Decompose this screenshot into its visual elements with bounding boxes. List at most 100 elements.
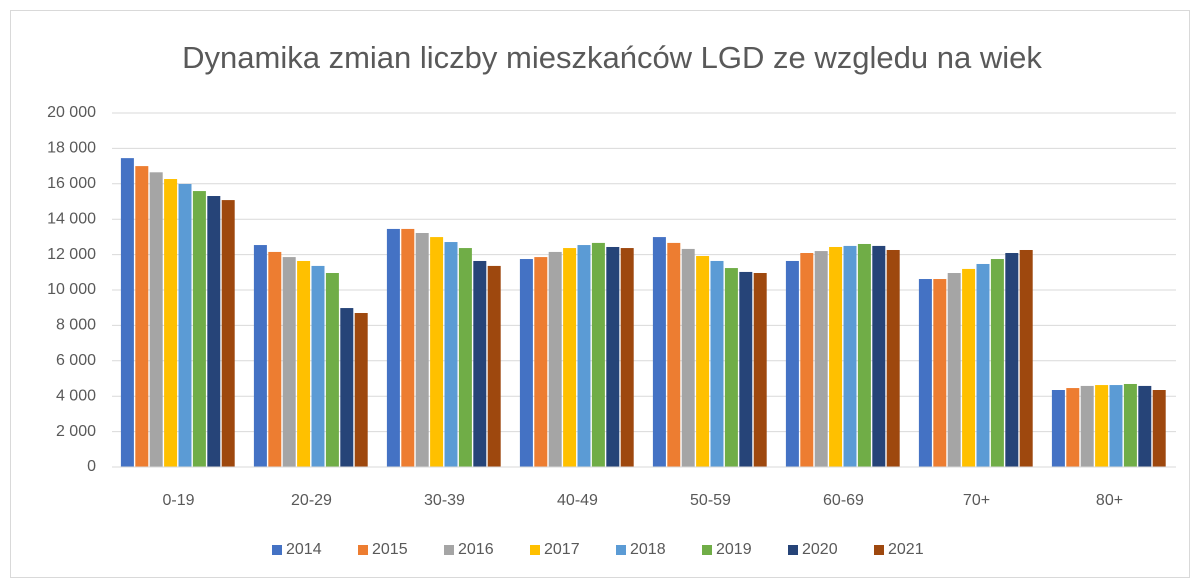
legend-swatch [272, 545, 282, 555]
bar [785, 260, 799, 467]
legend-swatch [530, 545, 540, 555]
bar [135, 166, 149, 467]
bar [814, 251, 828, 467]
bar [800, 253, 814, 467]
bar [120, 158, 134, 467]
legend-label: 2021 [888, 541, 924, 558]
bar [354, 313, 368, 467]
bar [311, 265, 325, 467]
y-tick-label: 2 000 [56, 423, 96, 440]
bar [753, 273, 767, 467]
bar [297, 260, 311, 467]
bar [253, 245, 267, 467]
bar [534, 257, 548, 467]
bar [1095, 385, 1109, 467]
bar [519, 259, 533, 467]
legend-swatch [874, 545, 884, 555]
x-tick-label: 70+ [963, 492, 990, 509]
y-tick-label: 0 [87, 458, 96, 475]
y-tick-label: 14 000 [47, 210, 96, 227]
y-tick-label: 20 000 [47, 104, 96, 121]
bar [325, 273, 339, 467]
y-tick-label: 8 000 [56, 317, 96, 334]
bar [1005, 253, 1019, 467]
bar [149, 172, 163, 468]
legend-label: 2016 [458, 541, 494, 558]
bar [1152, 390, 1166, 467]
legend-label: 2019 [716, 541, 752, 558]
bar [487, 265, 501, 467]
legend-label: 2020 [802, 541, 838, 558]
bar [340, 308, 354, 467]
legend-swatch [444, 545, 454, 555]
bar [667, 242, 681, 467]
x-tick-label: 60-69 [823, 492, 864, 509]
y-tick-label: 6 000 [56, 352, 96, 369]
legend-label: 2017 [544, 541, 580, 558]
bar [947, 273, 961, 467]
bar [962, 268, 976, 467]
legend-swatch [616, 545, 626, 555]
legend-swatch [702, 545, 712, 555]
bar [696, 256, 710, 467]
bar [1109, 385, 1123, 467]
chart-title: Dynamika zmian liczby mieszkańców LGD ze… [182, 40, 1042, 75]
bar [886, 249, 900, 467]
y-tick-label: 4 000 [56, 387, 96, 404]
x-tick-label: 0-19 [162, 492, 194, 509]
legend-label: 2015 [372, 541, 408, 558]
bar [976, 263, 990, 467]
bar [207, 196, 221, 467]
bar [415, 233, 429, 467]
bar [652, 237, 666, 467]
y-tick-label: 12 000 [47, 246, 96, 263]
x-tick-label: 80+ [1096, 492, 1123, 509]
bar [268, 251, 282, 467]
bar [933, 279, 947, 467]
bar [178, 183, 192, 468]
x-tick-label: 30-39 [424, 492, 465, 509]
legend-label: 2018 [630, 541, 666, 558]
bar [606, 246, 620, 467]
bar [164, 179, 178, 467]
bar [591, 242, 605, 467]
bar [444, 242, 458, 467]
bar [990, 259, 1004, 467]
bar [1051, 390, 1065, 467]
legend-label: 2014 [286, 541, 322, 558]
y-tick-label: 18 000 [47, 140, 96, 157]
bar [681, 248, 695, 467]
bar [1066, 388, 1080, 467]
bar [192, 191, 206, 467]
bar [1138, 385, 1152, 467]
bar [430, 237, 444, 467]
bar [473, 260, 487, 467]
bar [282, 257, 296, 467]
bar [221, 200, 235, 468]
bar [843, 245, 857, 467]
x-tick-label: 50-59 [690, 492, 731, 509]
bar [577, 245, 591, 467]
bar [724, 268, 738, 467]
bar [829, 246, 843, 467]
y-tick-label: 10 000 [47, 281, 96, 298]
legend-swatch [358, 545, 368, 555]
bar [710, 260, 724, 467]
y-tick-label: 16 000 [47, 175, 96, 192]
bar [386, 228, 400, 467]
bar [620, 248, 634, 467]
x-tick-label: 40-49 [557, 492, 598, 509]
bar [1080, 385, 1094, 467]
bar [548, 251, 562, 467]
bar [872, 245, 886, 467]
bar [739, 271, 753, 467]
bar [918, 279, 932, 467]
x-tick-label: 20-29 [291, 492, 332, 509]
bar [563, 248, 577, 467]
bar [458, 248, 472, 467]
legend-swatch [788, 545, 798, 555]
bar [857, 243, 871, 467]
bar [1019, 249, 1033, 467]
bar [401, 228, 415, 467]
